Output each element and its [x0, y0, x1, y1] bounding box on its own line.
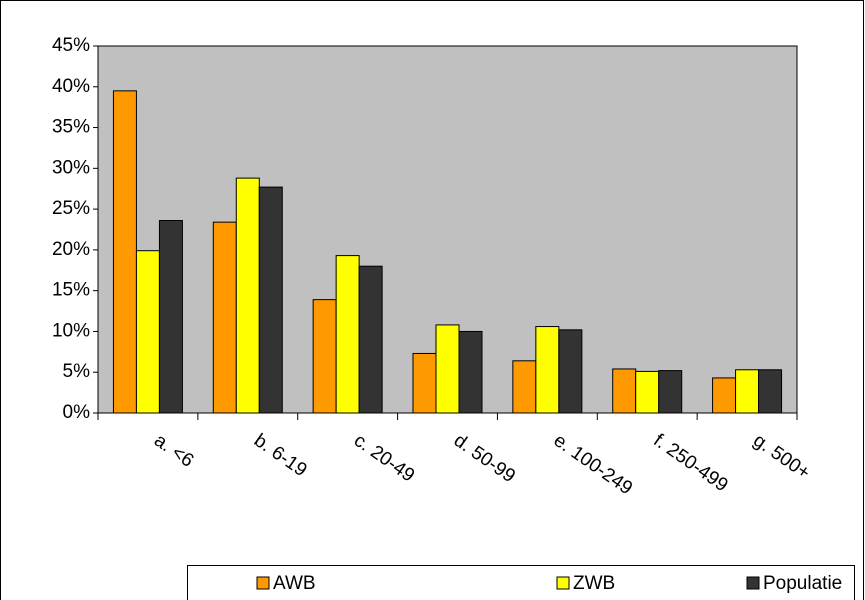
bar [558, 329, 583, 414]
y-tick-label: 10% [52, 320, 90, 341]
legend-label: Populatie [763, 573, 842, 594]
bar [312, 299, 337, 414]
legend-swatch [256, 576, 270, 590]
y-tick-label: 40% [52, 76, 90, 97]
y-tick-label: 30% [52, 157, 90, 178]
y-tick-label: 15% [52, 280, 90, 301]
bar [512, 360, 537, 414]
y-tick-label: 20% [52, 239, 90, 260]
bar [635, 370, 660, 414]
bar [335, 255, 360, 414]
bar [412, 352, 437, 414]
bar [712, 377, 737, 414]
bar [212, 221, 237, 414]
bar [658, 370, 683, 414]
legend-swatch [556, 576, 570, 590]
bar [612, 368, 637, 414]
bar [235, 177, 260, 414]
y-tick-label: 25% [52, 198, 90, 219]
y-tick-label: 5% [63, 361, 91, 382]
bar [358, 265, 383, 414]
y-tick-label: 45% [52, 35, 90, 56]
legend-swatch [746, 576, 760, 590]
legend-label: ZWB [573, 573, 615, 594]
legend-label: AWB [273, 573, 316, 594]
bar [112, 90, 137, 414]
y-tick-label: 0% [63, 402, 91, 423]
bar [435, 324, 460, 414]
legend-box [187, 565, 855, 600]
bar [458, 330, 483, 414]
bar [535, 326, 560, 414]
bar [735, 369, 760, 414]
y-tick-label: 35% [52, 117, 90, 138]
bar [158, 220, 183, 414]
bar [758, 369, 783, 414]
bar [258, 186, 283, 414]
bar [135, 250, 160, 414]
